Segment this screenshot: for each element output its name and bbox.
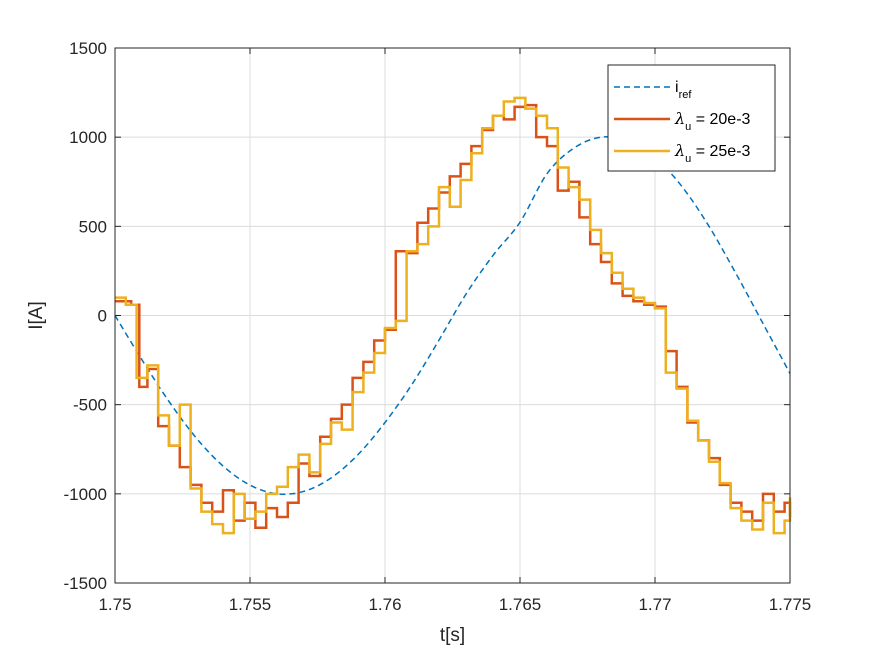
x-tick-label: 1.765 (499, 595, 542, 614)
legend-label: λu = 25e-3 (674, 141, 751, 165)
y-tick-label: 500 (79, 217, 107, 236)
legend-label: λu = 20e-3 (674, 109, 751, 133)
legend: iref λu = 20e-3 λu = 25e-3 (607, 64, 776, 172)
lambda-20e3-series (115, 103, 792, 529)
x-tick-label: 1.775 (769, 595, 812, 614)
x-tick-label: 1.755 (229, 595, 272, 614)
y-tick-label: -500 (73, 396, 107, 415)
y-tick-label: -1500 (64, 574, 107, 593)
x-tick-label: 1.75 (98, 595, 131, 614)
y-tick-label: 1000 (69, 128, 107, 147)
x-tick-label: 1.76 (368, 595, 401, 614)
ticks: 1.75 1.755 1.76 1.765 1.77 1.775 -1500 -1000 -50… (64, 39, 812, 614)
x-tick-label: 1.77 (638, 595, 671, 614)
y-tick-label: 0 (98, 307, 107, 326)
series-layer (114, 96, 792, 535)
lambda-25e3-series (115, 96, 792, 535)
y-axis-title: I[A] (26, 301, 47, 330)
y-tick-label: -1000 (64, 485, 107, 504)
ref-series (114, 135, 791, 496)
y-tick-label: 1500 (69, 39, 107, 58)
x-axis-title: t[s] (440, 625, 465, 646)
legend-label: iref (675, 79, 692, 101)
